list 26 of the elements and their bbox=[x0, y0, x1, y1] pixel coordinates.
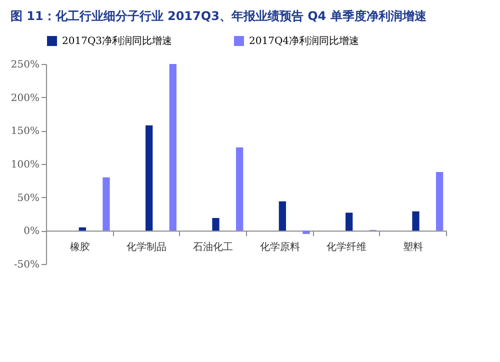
y-tick-label: 150% bbox=[10, 126, 40, 138]
bar bbox=[346, 212, 353, 231]
legend-label: 2017Q3净利润同比增速 bbox=[62, 35, 172, 47]
y-tick-label: 0% bbox=[24, 226, 40, 238]
legend-label: 2017Q4净利润同比增速 bbox=[249, 35, 360, 47]
x-tick-label: 石油化工 bbox=[193, 241, 234, 254]
bar bbox=[102, 177, 110, 231]
bar bbox=[412, 211, 420, 231]
x-tick-label: 橡胶 bbox=[70, 241, 90, 254]
x-tick-label: 化学原料 bbox=[260, 241, 300, 254]
y-tick-label: 50% bbox=[17, 192, 40, 204]
y-tick-label: -50% bbox=[14, 260, 40, 270]
y-tick-label: 200% bbox=[10, 92, 40, 104]
x-tick-label: 化学纤维 bbox=[326, 241, 366, 254]
y-tick-label: 250% bbox=[10, 60, 40, 70]
y-tick-label: 100% bbox=[10, 160, 40, 170]
bar bbox=[169, 64, 176, 231]
bar bbox=[278, 201, 286, 231]
x-tick-label: 塑料 bbox=[403, 241, 424, 254]
bar bbox=[212, 218, 220, 231]
x-tick-label: 化学制品 bbox=[126, 241, 166, 254]
bar bbox=[436, 172, 444, 231]
bar bbox=[236, 147, 244, 231]
bar bbox=[302, 230, 310, 234]
bar bbox=[146, 125, 153, 231]
chart-title: 图 11：化工行业细分子行业 2017Q3、年报业绩预告 Q4 单季度净利润增速 bbox=[10, 9, 428, 23]
